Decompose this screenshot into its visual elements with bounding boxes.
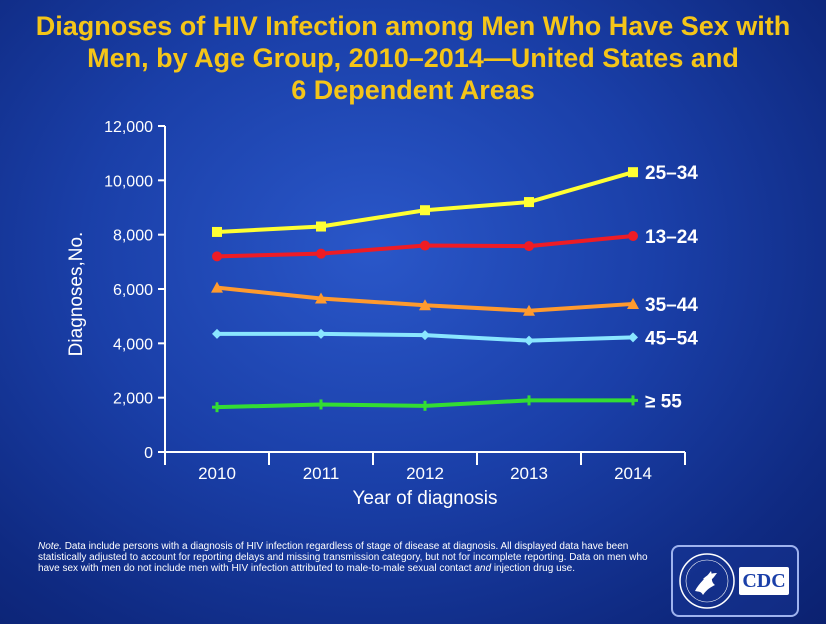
y-axis-title: Diagnoses,No. xyxy=(66,232,87,357)
data-point-circle xyxy=(628,231,638,242)
data-point-plus-v xyxy=(215,402,219,413)
y-tick-label: 2,000 xyxy=(113,391,153,408)
y-tick-label: 8,000 xyxy=(113,228,153,245)
data-point-diamond xyxy=(212,328,222,339)
series-label: 35–44 xyxy=(645,295,698,316)
series-label: ≥ 55 xyxy=(645,391,682,412)
data-point-triangle xyxy=(315,292,327,304)
data-point-triangle xyxy=(211,281,223,293)
title-line-1: Diagnoses of HIV Infection among Men Who… xyxy=(35,11,791,41)
note-text-end: injection drug use. xyxy=(493,563,575,574)
data-point-triangle xyxy=(419,299,431,311)
y-tick-label: 10,000 xyxy=(104,173,153,190)
data-point-circle xyxy=(316,248,326,259)
y-tick-label: 0 xyxy=(144,445,153,462)
series-label: 25–34 xyxy=(645,163,698,184)
x-tick-label: 2010 xyxy=(198,464,236,483)
logo-box: CDC xyxy=(671,545,799,617)
data-point-square xyxy=(628,167,638,178)
data-point-square xyxy=(212,226,222,237)
data-point-diamond xyxy=(628,332,638,343)
data-point-triangle xyxy=(627,297,639,309)
y-tick-label: 12,000 xyxy=(104,119,153,136)
data-point-plus-v xyxy=(527,395,531,406)
y-tick-label: 4,000 xyxy=(113,336,153,353)
data-point-diamond xyxy=(524,335,534,346)
data-point-circle xyxy=(524,241,534,252)
cdc-logo-icon: CDC xyxy=(739,567,789,595)
x-tick-label: 2013 xyxy=(510,464,548,483)
x-tick-label: 2014 xyxy=(614,464,652,483)
data-point-plus-v xyxy=(423,400,427,411)
data-point-square xyxy=(524,197,534,208)
y-tick-label: 6,000 xyxy=(113,282,153,299)
data-point-plus-v xyxy=(631,395,635,406)
series-label: 13–24 xyxy=(645,227,698,248)
footnote: Note. Data include persons with a diagno… xyxy=(38,541,660,574)
title-line-2: Men, by Age Group, 2010–2014—United Stat… xyxy=(87,43,739,73)
data-point-triangle xyxy=(523,304,535,316)
note-and: and xyxy=(474,563,492,574)
note-text: Data include persons with a diagnosis of… xyxy=(38,541,648,574)
series-line xyxy=(216,170,634,234)
x-axis-title: Year of diagnosis xyxy=(352,488,497,509)
data-point-square xyxy=(316,221,326,232)
data-point-diamond xyxy=(316,328,326,339)
cdc-logo-text: CDC xyxy=(742,570,786,592)
title-line-3: 6 Dependent Areas xyxy=(291,75,535,105)
series-label: 45–54 xyxy=(645,328,698,349)
chart-title: Diagnoses of HIV Infection among Men Who… xyxy=(0,10,826,106)
x-tick-label: 2011 xyxy=(303,464,340,483)
data-point-circle xyxy=(420,240,430,251)
data-point-diamond xyxy=(420,330,430,341)
note-lead: Note. xyxy=(38,541,62,552)
data-point-plus-v xyxy=(319,399,323,410)
hhs-eagle-seal-icon xyxy=(679,553,735,609)
data-point-circle xyxy=(212,251,222,262)
x-tick-label: 2012 xyxy=(406,464,444,483)
data-point-square xyxy=(420,205,430,216)
